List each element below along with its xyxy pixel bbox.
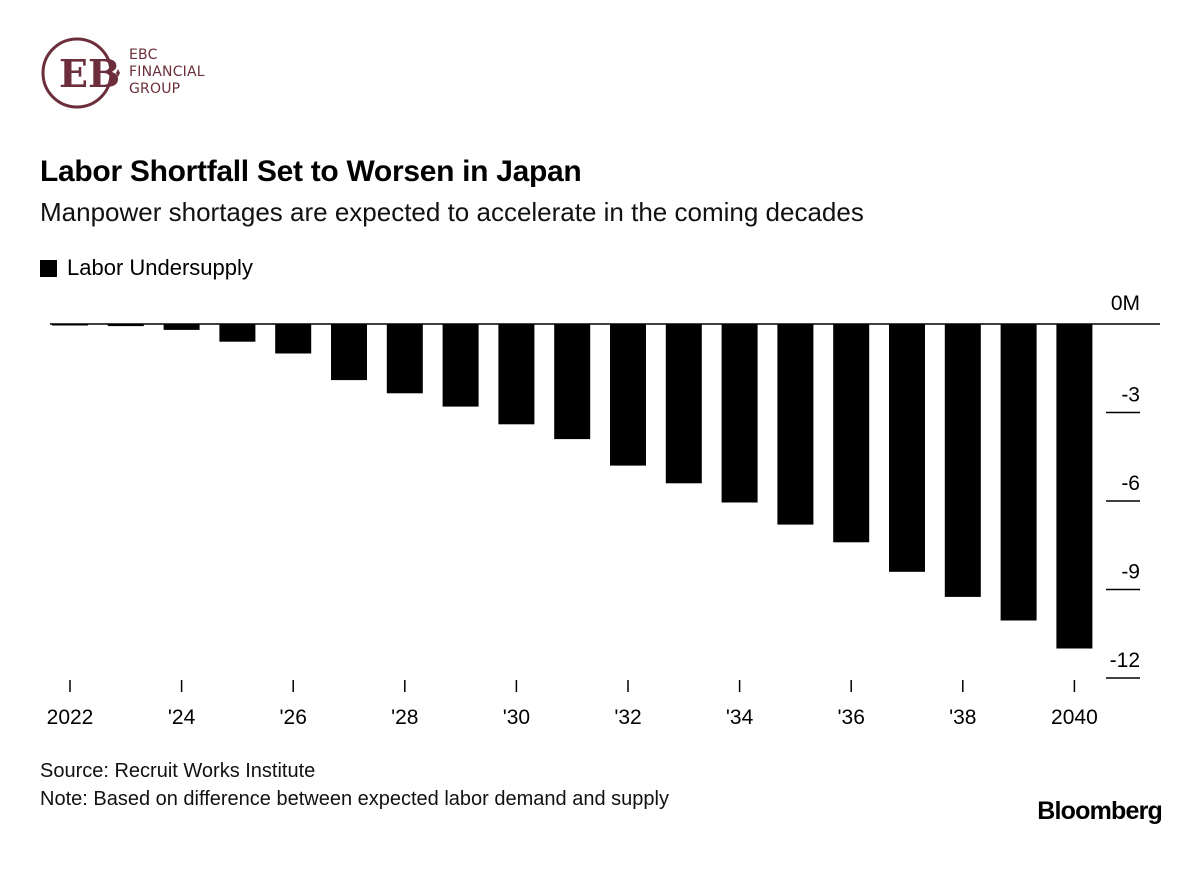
bar-2033 <box>665 324 702 484</box>
bar-2031 <box>554 324 591 440</box>
bar-2035 <box>777 324 814 525</box>
bar-2038 <box>944 324 981 597</box>
source-note: Source: Recruit Works Institute <box>40 760 316 782</box>
method-note: Note: Based on difference between expect… <box>40 788 669 810</box>
ebc-logo: EB <box>41 37 120 109</box>
x-tick-label: '32 <box>614 706 641 729</box>
bar-2024 <box>163 324 200 330</box>
y-tick-label: -6 <box>1121 472 1140 495</box>
bar-2027 <box>331 324 367 381</box>
y-tick-label: -12 <box>1110 649 1140 672</box>
y-tick-label: -3 <box>1121 384 1140 407</box>
legend-label: Labor Undersupply <box>67 255 253 280</box>
x-tick-label: '28 <box>391 706 418 729</box>
x-tick-label: 2040 <box>1051 706 1098 729</box>
x-tick-label: '26 <box>280 706 307 729</box>
bar-2040 <box>1056 324 1093 649</box>
y-axis: 0M -3 -6 -9 -12 <box>1106 292 1140 679</box>
logo-line-3: GROUP <box>129 81 181 97</box>
bar-2025 <box>219 324 256 342</box>
bar-2030 <box>498 324 535 425</box>
bar-2037 <box>889 324 925 572</box>
bar-2026 <box>275 324 312 354</box>
logo-line-2: FINANCIAL <box>129 64 205 80</box>
y-tick-label: -9 <box>1121 561 1140 584</box>
bar-2029 <box>442 324 479 407</box>
legend-swatch <box>40 259 57 277</box>
bar-2028 <box>386 324 423 394</box>
x-tick-label: '30 <box>503 706 530 729</box>
bar-2022 <box>52 324 88 326</box>
x-tick-label: '24 <box>168 706 196 729</box>
logo-line-1: EBC <box>129 47 158 63</box>
y-tick-label: 0M <box>1111 292 1140 315</box>
x-tick-label: '34 <box>726 706 754 729</box>
bar-2023 <box>107 324 144 327</box>
bar-2036 <box>833 324 870 543</box>
x-axis: 2022 '24 '26 '28 '30 '32 '34 '36 '38 2040 <box>47 680 1098 729</box>
chart-title: Labor Shortfall Set to Worsen in Japan <box>40 155 582 188</box>
x-tick-label: 2022 <box>47 706 94 729</box>
chart-legend: Labor Undersupply <box>40 255 253 281</box>
bar-2039 <box>1000 324 1037 621</box>
svg-text:EB: EB <box>59 51 120 96</box>
x-tick-label: '38 <box>949 706 976 729</box>
x-tick-label: '36 <box>838 706 865 729</box>
bars-group <box>50 323 1160 649</box>
bar-2034 <box>721 324 758 503</box>
bar-2032 <box>610 324 646 466</box>
logo-wordmark: EBC FINANCIAL GROUP <box>129 47 205 98</box>
bloomberg-logo: Bloomberg <box>1037 797 1163 825</box>
chart-subtitle: Manpower shortages are expected to accel… <box>40 197 864 227</box>
